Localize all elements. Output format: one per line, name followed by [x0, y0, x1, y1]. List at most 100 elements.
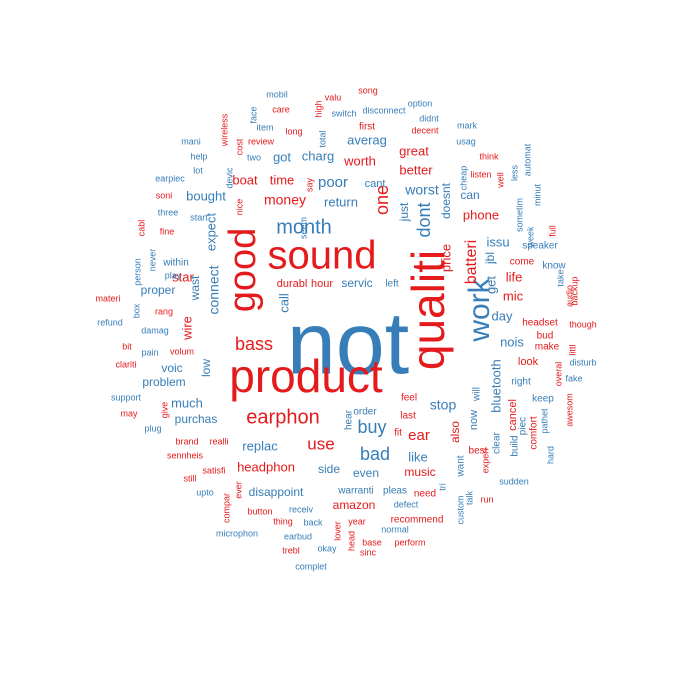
- cloud-word: not: [287, 293, 409, 392]
- cloud-word: batteri: [463, 240, 480, 284]
- cloud-word: comfort: [529, 416, 540, 450]
- cloud-word: fit: [394, 428, 402, 439]
- cloud-word: one: [372, 185, 392, 215]
- cloud-word: okay: [317, 543, 337, 553]
- cloud-word: disturb: [569, 357, 596, 367]
- cloud-word: hear: [344, 409, 355, 430]
- cloud-word: usag: [456, 136, 476, 146]
- cloud-word: plug: [144, 423, 161, 433]
- cloud-word: talk: [464, 491, 474, 506]
- cloud-word: year: [348, 516, 366, 526]
- cloud-word: person: [132, 258, 142, 286]
- cloud-word: volum: [170, 346, 194, 356]
- cloud-word: upto: [196, 487, 214, 497]
- cloud-word: earphon: [246, 406, 319, 428]
- cloud-word: think: [479, 151, 499, 161]
- cloud-word: materi: [95, 293, 120, 303]
- cloud-word: music: [404, 465, 435, 479]
- cloud-word: use: [307, 434, 334, 453]
- cloud-word: start: [190, 212, 208, 222]
- cloud-word: like: [408, 449, 428, 464]
- cloud-word: normal: [381, 524, 409, 534]
- cloud-word: tri: [437, 483, 447, 491]
- cloud-word: automat: [522, 143, 532, 176]
- cloud-word: day: [492, 308, 513, 323]
- cloud-word: decent: [411, 125, 439, 135]
- cloud-word: got: [273, 149, 291, 164]
- cloud-word: phone: [463, 207, 499, 222]
- cloud-word: wast: [188, 275, 202, 301]
- cloud-word: bass: [235, 334, 273, 354]
- cloud-word: refund: [97, 317, 123, 327]
- cloud-word: doesnt: [439, 182, 453, 219]
- cloud-word: nois: [500, 334, 524, 349]
- cloud-word: less: [509, 165, 519, 182]
- cloud-word: wireless: [219, 113, 229, 147]
- cloud-word: voic: [161, 361, 182, 375]
- cloud-word: earpiec: [155, 173, 185, 183]
- cloud-word: warranti: [337, 486, 374, 497]
- cloud-word: microphon: [216, 528, 258, 538]
- cloud-word: dont: [414, 202, 434, 237]
- cloud-word: base: [362, 537, 382, 547]
- cloud-word: help: [190, 151, 207, 161]
- cloud-word: listen: [470, 169, 491, 179]
- cloud-word: defect: [394, 499, 419, 509]
- cloud-word: better: [399, 162, 433, 177]
- cloud-word: support: [111, 392, 142, 402]
- cloud-word: thing: [273, 516, 293, 526]
- cloud-word: bad: [360, 444, 390, 464]
- cloud-word: stop: [430, 397, 457, 413]
- cloud-word: mobil: [266, 89, 288, 99]
- cloud-word: littl: [567, 345, 577, 356]
- cloud-word: item: [256, 122, 273, 132]
- cloud-word: ear: [408, 427, 430, 444]
- cloud-word: make: [535, 342, 560, 353]
- cloud-word: lover: [332, 521, 342, 541]
- cloud-word: say: [304, 178, 314, 193]
- cloud-word: first: [359, 122, 375, 133]
- cloud-word: amazon: [333, 498, 376, 512]
- cloud-word: total: [317, 130, 327, 147]
- cloud-word: receiv: [289, 504, 314, 514]
- cloud-word: three: [158, 207, 179, 217]
- cloud-word: can: [460, 188, 479, 202]
- cloud-word: boat: [232, 172, 258, 187]
- cloud-word: damag: [141, 325, 169, 335]
- cloud-word: connect: [206, 265, 222, 314]
- cloud-word: order: [353, 407, 377, 418]
- cloud-word: realli: [209, 436, 228, 446]
- cloud-word: audio: [564, 285, 574, 307]
- cloud-word: fake: [565, 373, 582, 383]
- cloud-word: speaker: [522, 241, 558, 252]
- cloud-word: even: [353, 466, 379, 480]
- cloud-word: backup: [569, 276, 579, 305]
- cloud-word: clariti: [115, 359, 136, 369]
- cloud-word: hard: [545, 446, 555, 464]
- cloud-word: sinc: [360, 547, 377, 557]
- cloud-word: come: [510, 257, 535, 268]
- cloud-word: pleas: [383, 486, 407, 497]
- cloud-word: life: [506, 269, 523, 284]
- cloud-word: hour: [311, 278, 333, 290]
- cloud-word: look: [518, 356, 539, 368]
- cloud-word: take: [555, 269, 565, 286]
- cloud-word: full: [547, 225, 557, 237]
- cloud-word: cancel: [507, 399, 519, 431]
- cloud-word: may: [120, 408, 138, 418]
- cloud-word: cabl: [136, 220, 146, 237]
- cloud-word: also: [448, 421, 462, 443]
- cloud-word: earbud: [284, 531, 312, 541]
- cloud-word: issu: [486, 234, 509, 249]
- cloud-word: will: [472, 387, 483, 402]
- cloud-word: sudden: [499, 476, 529, 486]
- cloud-word: proper: [141, 283, 176, 297]
- cloud-word: experi: [480, 449, 490, 474]
- cloud-word: compar: [221, 493, 231, 523]
- cloud-word: disconnect: [362, 105, 406, 115]
- cloud-word: wire: [179, 316, 194, 341]
- cloud-word: time: [270, 172, 295, 187]
- cloud-word: soni: [156, 190, 173, 200]
- cloud-word: now: [468, 410, 480, 430]
- cloud-word: headset: [522, 318, 558, 329]
